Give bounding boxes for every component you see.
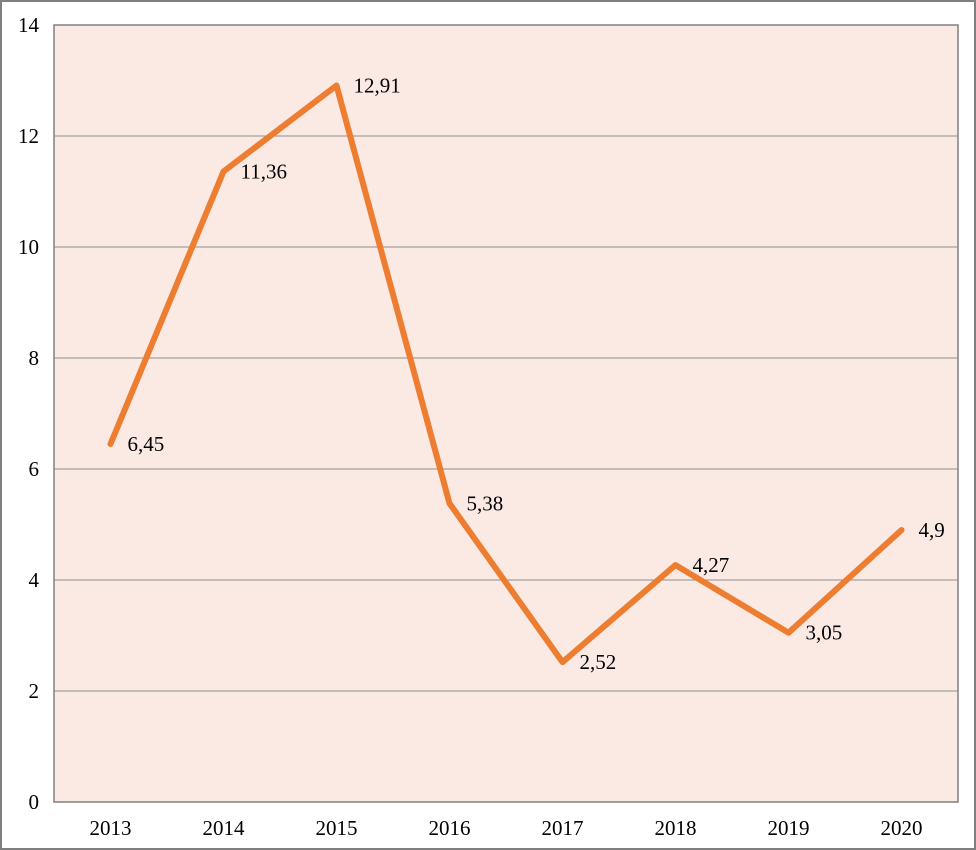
y-axis-tick-label: 8 (29, 346, 40, 370)
plot-area (53, 24, 959, 803)
data-label: 5,38 (467, 491, 504, 515)
x-axis-tick-label: 2017 (542, 816, 584, 840)
data-label: 11,36 (241, 160, 287, 184)
label-layer: 6,45 11,36 12,91 5,38 2,52 4,27 3,05 4,9 (128, 73, 945, 674)
y-axis-tick-label: 12 (18, 124, 39, 148)
x-axis-tick-label: 2015 (316, 816, 358, 840)
data-label: 4,27 (693, 553, 730, 577)
axis-layer: 0 2 4 6 8 10 12 14 2013 2014 2015 2016 2017 2018 2019 2… (18, 13, 923, 840)
x-axis-tick-label: 2014 (203, 816, 246, 840)
grid-layer (54, 135, 958, 692)
data-label: 4,9 (919, 518, 945, 542)
data-label: 2,52 (580, 650, 617, 674)
x-axis-tick-label: 2019 (768, 816, 810, 840)
x-axis-tick-label: 2018 (655, 816, 697, 840)
x-axis-tick-label: 2013 (90, 816, 132, 840)
data-label: 6,45 (128, 432, 165, 456)
y-axis-tick-label: 4 (29, 568, 40, 592)
y-axis-tick-label: 2 (29, 679, 40, 703)
y-axis-tick-label: 10 (18, 235, 39, 259)
trend-line (107, 82, 905, 666)
data-label: 12,91 (354, 73, 401, 97)
x-axis-tick-label: 2016 (429, 816, 471, 840)
plot-layer (53, 24, 959, 803)
y-axis-tick-label: 14 (18, 13, 40, 37)
series-layer (107, 82, 905, 666)
x-axis-tick-label: 2020 (881, 816, 923, 840)
y-axis-tick-label: 6 (29, 457, 40, 481)
data-label: 3,05 (806, 621, 843, 645)
y-axis-tick-label: 0 (29, 790, 40, 814)
